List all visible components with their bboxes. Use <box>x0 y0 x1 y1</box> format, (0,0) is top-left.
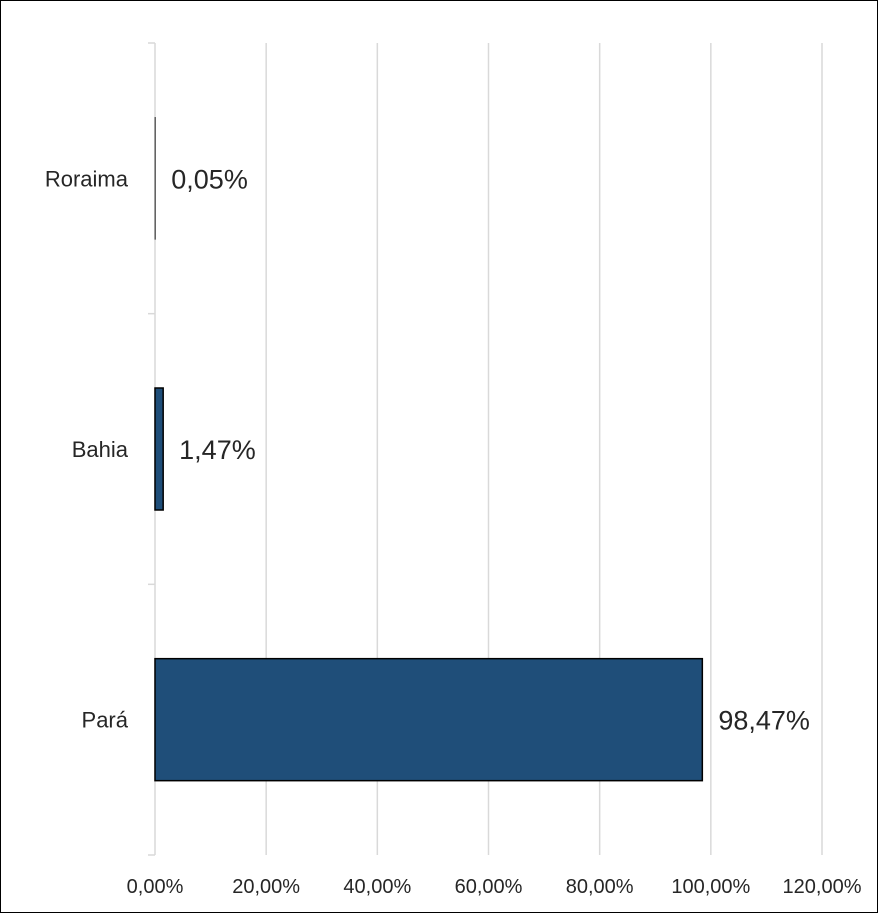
category-label: Pará <box>82 708 129 733</box>
x-tick-label: 120,00% <box>783 876 862 898</box>
x-tick-label: 80,00% <box>566 876 634 898</box>
data-label: 0,05% <box>171 164 248 194</box>
category-label: Roraima <box>45 166 129 191</box>
category-label: Bahia <box>72 437 129 462</box>
bars <box>154 117 704 782</box>
data-label: 98,47% <box>718 706 810 736</box>
x-tick-label: 100,00% <box>671 876 750 898</box>
data-label: 1,47% <box>179 435 256 465</box>
bar-bahia <box>154 387 164 511</box>
x-tick-labels: 0,00% 20,00% 40,00% 60,00% 80,00% 100,00% 120,… <box>127 876 862 898</box>
x-tick-label: 40,00% <box>343 876 411 898</box>
data-labels: 0,05% 1,47% 98,47% <box>171 164 810 735</box>
x-tick-label: 20,00% <box>232 876 300 898</box>
x-tick-label: 60,00% <box>455 876 523 898</box>
x-tick-label: 0,00% <box>127 876 184 898</box>
category-axis <box>148 42 156 856</box>
category-labels: Roraima Bahia Pará <box>45 166 129 732</box>
bar-para <box>154 657 704 782</box>
